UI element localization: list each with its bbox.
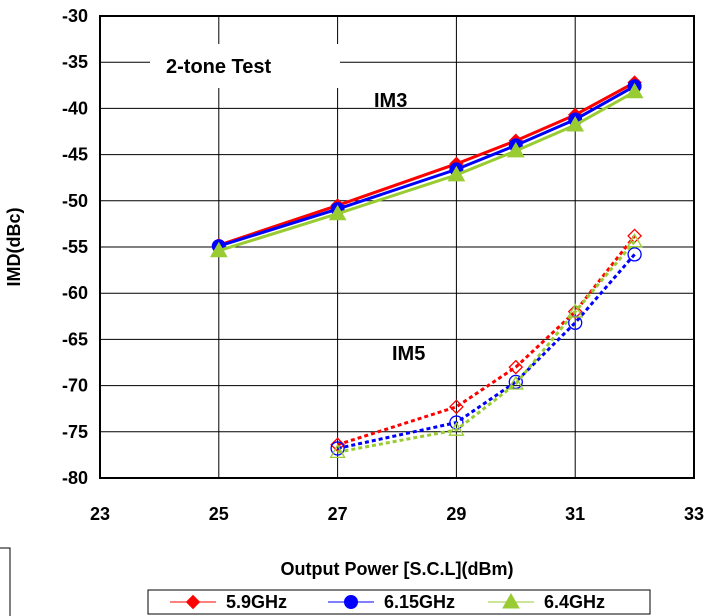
x-tick-label: 29 <box>446 504 466 524</box>
im5-point <box>626 233 643 248</box>
legend: 5.9GHz 6.15GHz 6.4GHz <box>147 589 651 615</box>
im3-point <box>625 82 644 99</box>
y-tick-label: -60 <box>62 283 88 303</box>
im5-line <box>337 240 636 454</box>
im5-label: IM5 <box>392 343 425 365</box>
im3-point <box>506 141 525 158</box>
x-tick-label: 27 <box>328 504 348 524</box>
im5-point <box>329 443 346 459</box>
legend-marker <box>502 592 520 609</box>
x-tick-label: 23 <box>90 504 110 524</box>
im3-point <box>328 204 347 221</box>
y-tick-label: -80 <box>62 468 88 488</box>
im3-point <box>209 241 228 258</box>
im5-point <box>448 421 465 436</box>
legend-box <box>147 589 651 615</box>
x-axis-label: Output Power [S.C.L](dBm) <box>281 559 514 579</box>
plot-frame <box>99 15 695 479</box>
legend-marker <box>185 594 201 610</box>
legend-label: 6.15GHz <box>384 592 455 612</box>
y-tick-label: -50 <box>62 191 88 211</box>
y-tick-label: -55 <box>62 237 88 257</box>
im5-point <box>568 315 583 330</box>
legend-label: 6.4GHz <box>544 592 605 612</box>
y-tick-label: -75 <box>62 422 88 442</box>
im3-point <box>566 116 585 132</box>
x-tick-label: 31 <box>565 504 585 524</box>
im5-point <box>567 304 583 320</box>
im5-point <box>567 303 584 318</box>
im5-point <box>448 399 464 415</box>
im5-point <box>627 247 642 262</box>
annotations: 2-tone Test IM3 IM5 <box>150 44 425 365</box>
im3-line <box>218 84 636 248</box>
y-axis-label: IMD(dBc) <box>4 208 24 287</box>
im5-point <box>507 375 524 390</box>
y-tick-label: -65 <box>62 329 88 349</box>
legend-label: 5.9GHz <box>226 592 287 612</box>
x-tick-label: 33 <box>684 504 704 524</box>
series-6.4GHz <box>209 82 644 459</box>
im5-line <box>337 234 636 447</box>
im5-point <box>330 441 345 456</box>
y-tick-labels: -30 -35 -40 -45 -50 -55 -60 -65 -70 -75 -80 <box>62 6 88 488</box>
series-layer <box>209 75 644 459</box>
y-tick-label: -35 <box>62 52 88 72</box>
im5-point <box>508 359 524 375</box>
partial-frame <box>0 547 11 616</box>
y-tick-label: -45 <box>62 145 88 165</box>
im3-point <box>447 165 466 182</box>
im3-line <box>218 81 636 247</box>
title-box-background <box>150 44 340 88</box>
y-tick-label: -70 <box>62 376 88 396</box>
im3-label: IM3 <box>374 90 407 112</box>
legend-marker <box>344 595 358 609</box>
test-type-label: 2-tone Test <box>166 56 272 78</box>
x-tick-label: 25 <box>209 504 229 524</box>
x-tick-labels: 23 25 27 29 31 33 <box>90 504 704 524</box>
y-tick-label: -30 <box>62 6 88 26</box>
im3-line <box>218 90 636 253</box>
y-tick-label: -40 <box>62 98 88 118</box>
